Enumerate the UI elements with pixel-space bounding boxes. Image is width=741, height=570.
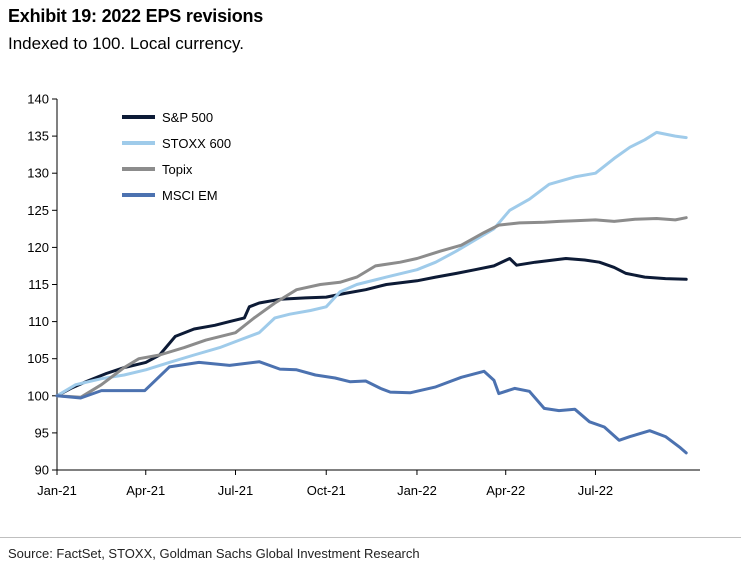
y-tick-label: 100 <box>27 388 49 403</box>
series-line-s-p-500 <box>55 257 688 398</box>
x-tick-label: Jan-22 <box>397 483 437 498</box>
y-tick-label: 120 <box>27 240 49 255</box>
y-tick-label: 90 <box>35 463 49 478</box>
series-line-topix <box>55 216 688 399</box>
y-tick-label: 110 <box>28 314 49 329</box>
x-tick-label: Oct-21 <box>307 483 346 498</box>
x-tick-label: Apr-21 <box>126 483 165 498</box>
y-tick-label: 140 <box>27 92 49 107</box>
source-note: Source: FactSet, STOXX, Goldman Sachs Gl… <box>8 546 420 561</box>
y-tick-label: 130 <box>27 166 49 181</box>
y-tick-label: 105 <box>27 351 49 366</box>
chart-subtitle: Indexed to 100. Local currency. <box>8 34 244 53</box>
x-tick-label: Jul-22 <box>578 483 613 498</box>
y-tick-label: 125 <box>27 203 49 218</box>
y-tick-label: 95 <box>35 425 49 440</box>
y-tick-label: 135 <box>27 129 49 144</box>
x-tick-label: Apr-22 <box>486 483 525 498</box>
legend-label: STOXX 600 <box>162 136 231 151</box>
legend-label: MSCI EM <box>162 188 218 203</box>
x-tick-label: Jul-21 <box>218 483 253 498</box>
divider <box>0 537 741 538</box>
y-tick-label: 115 <box>28 277 49 292</box>
x-tick-label: Jan-21 <box>37 483 77 498</box>
series-line-msci-em <box>55 360 688 455</box>
series-line-stoxx-600 <box>55 130 688 398</box>
legend-label: Topix <box>162 162 193 177</box>
legend-label: S&P 500 <box>162 110 213 125</box>
chart-title: Exhibit 19: 2022 EPS revisions <box>8 6 264 26</box>
line-chart: 90 95 100 105 110 115 120 125 130 135 140 Jan-21 Apr… <box>27 92 700 498</box>
